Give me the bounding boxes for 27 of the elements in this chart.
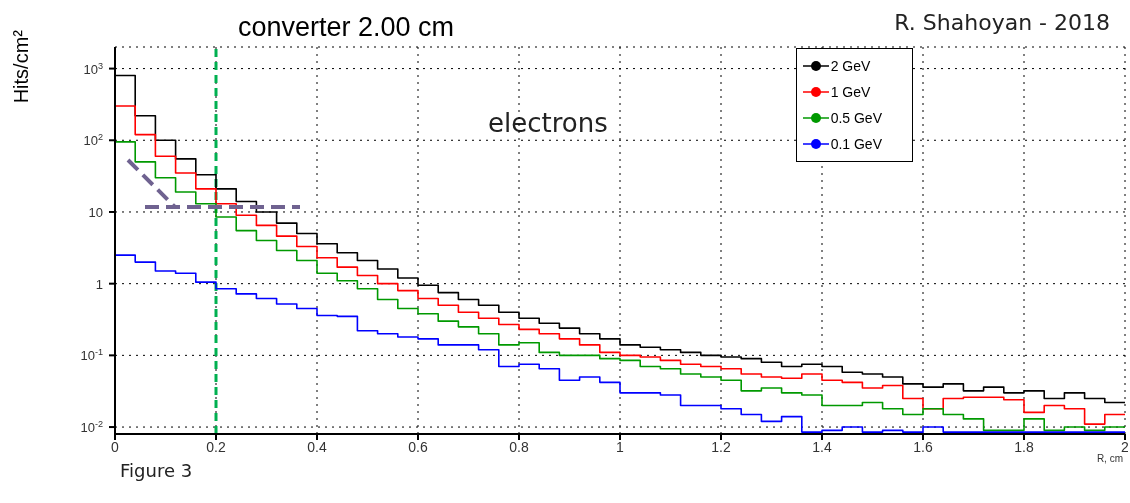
x-tick-label: 0.2 [206,438,226,455]
chart-title: converter 2.00 cm [238,12,455,43]
y-tick-label: 1 [95,276,103,292]
y-tick-label: 10$^{-1}$ [80,347,103,364]
legend-label: 1 GeV [830,84,871,100]
x-tick-label: 2 [1121,438,1130,455]
y-tick-label: 10$^{2}$ [83,132,103,149]
x-tick-label: 1.2 [711,438,731,455]
y-tick-label: 10 [88,204,103,220]
x-tick-label: 1.6 [913,438,933,455]
x-tick-label: 0.4 [307,438,327,455]
legend-label: 2 GeV [830,58,871,74]
legend-label: 0.5 GeV [830,110,882,126]
y-tick-label: 10$^{3}$ [83,60,103,77]
x-tick-label: 0.8 [509,438,529,455]
text: R. Shahoyan - 2018 [894,10,1110,35]
x-tick-label: 1.4 [812,438,832,455]
y-axis-title: Hits/cm² [10,30,33,104]
x-tick-label: 1 [616,438,625,455]
legend-label: 0.1 GeV [830,136,882,152]
annotation: electrons [488,108,608,138]
x-axis-title: R, cm [1096,453,1123,464]
x-tick-label: 0.6 [408,438,428,455]
x-tick-label: 1.8 [1014,438,1034,455]
x-tick-label: 0 [111,438,120,455]
y-tick-label: 10$^{-2}$ [80,419,103,436]
caption: Figure 3 [120,460,193,481]
